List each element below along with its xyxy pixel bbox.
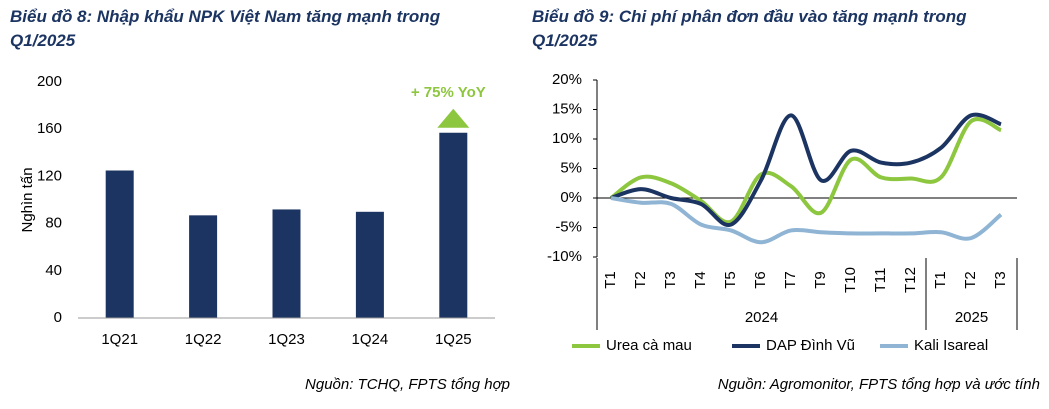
y-tick-label: 40: [45, 262, 62, 279]
x-tick-label: T1: [932, 271, 949, 289]
y-tick-label: -5%: [555, 218, 582, 235]
x-tick-label: 1Q25: [435, 331, 472, 348]
x-tick-label: T4: [692, 271, 709, 289]
series-line: [610, 112, 1002, 227]
x-tick-label: T1: [602, 271, 619, 289]
x-tick-label: 1Q21: [101, 331, 138, 348]
group-label: 2025: [955, 309, 988, 326]
y-tick-label: -10%: [547, 248, 582, 265]
bar: [355, 211, 384, 318]
bar: [272, 209, 301, 318]
group-label: 2024: [745, 309, 778, 326]
x-tick-label: T5: [722, 271, 739, 289]
annotation-arrow: [437, 108, 470, 128]
bar: [439, 132, 468, 318]
chart-title: Biểu đồ 9: Chi phí phân đơn đầu vào tăng…: [532, 7, 967, 50]
x-tick-label: T2: [962, 271, 979, 289]
legend-label: Urea cà mau: [606, 337, 692, 354]
series-line: [610, 196, 1003, 245]
x-tick-label: 1Q23: [268, 331, 305, 348]
y-tick-label: 0: [54, 309, 62, 326]
source: Nguồn: Agromonitor, FPTS tổng hợp và ước…: [718, 376, 1040, 393]
bar: [105, 170, 134, 318]
x-tick-label: 1Q24: [352, 331, 389, 348]
y-tick-label: 5%: [560, 159, 582, 176]
y-tick-label: 80: [45, 215, 62, 232]
x-tick-label: T3: [662, 271, 679, 289]
series-line: [609, 117, 1002, 225]
x-tick-label: T2: [632, 271, 649, 289]
x-tick-label: T9: [812, 271, 829, 289]
x-tick-label: T12: [902, 267, 919, 293]
y-tick-label: 10%: [552, 130, 582, 147]
legend-label: Kali Isareal: [914, 337, 988, 354]
source: Nguồn: TCHQ, FPTS tổng hợp: [305, 376, 510, 393]
legend-label: DAP Đình Vũ: [766, 337, 855, 354]
x-tick-label: T11: [872, 268, 889, 293]
y-tick-label: 0%: [560, 189, 582, 206]
y-tick-label: 15%: [552, 100, 582, 117]
x-tick-label: 1Q22: [185, 331, 222, 348]
y-tick-label: 120: [37, 167, 62, 184]
y-axis-label: Nghìn tấn: [19, 167, 36, 232]
chart-title: Biểu đồ 8: Nhập khẩu NPK Việt Nam tăng m…: [10, 7, 441, 50]
y-tick-label: 20%: [552, 71, 582, 88]
y-tick-label: 160: [37, 120, 62, 137]
x-tick-label: T3: [992, 271, 1009, 289]
y-tick-label: 200: [37, 73, 62, 90]
x-tick-label: T6: [752, 271, 769, 289]
x-tick-label: T7: [782, 271, 799, 289]
annotation: + 75% YoY: [411, 84, 486, 101]
x-tick-label: T10: [842, 267, 859, 293]
bar: [189, 215, 218, 318]
